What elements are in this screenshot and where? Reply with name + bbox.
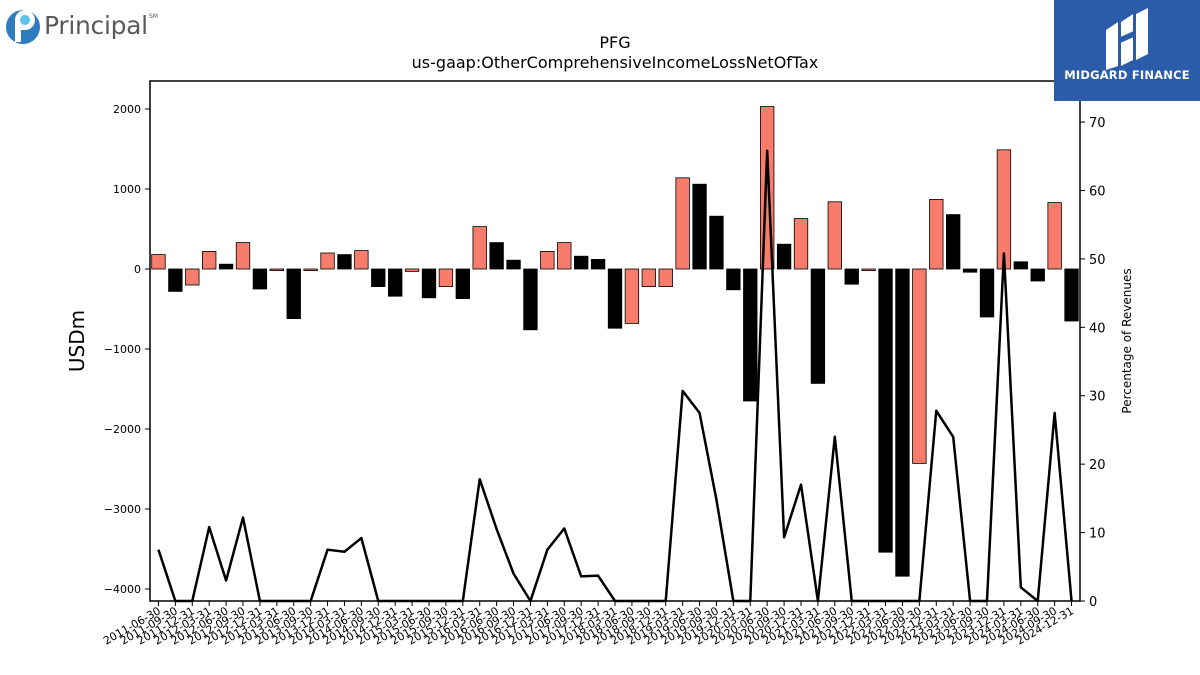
y2-tick-label: 70 — [1089, 116, 1106, 131]
y2-axis-label: Percentage of Revenues — [1120, 268, 1134, 413]
bar — [726, 268, 741, 291]
y-tick-label: 2000 — [113, 103, 141, 116]
bar — [793, 218, 809, 270]
bar — [218, 263, 234, 270]
midgard-wordmark: MIDGARD FINANCE — [1064, 68, 1190, 82]
bar — [472, 226, 487, 270]
bar — [675, 177, 690, 270]
bar — [286, 268, 301, 319]
bar — [1047, 202, 1062, 270]
y2-tick-label: 50 — [1089, 253, 1106, 268]
y-axis-label: USDm — [65, 310, 89, 372]
plot-frame — [149, 80, 1081, 602]
principal-logo: Principal SM — [6, 5, 166, 47]
bar — [641, 268, 656, 288]
y-tick-label: −1000 — [104, 343, 141, 356]
y-tick-label: 0 — [134, 263, 141, 276]
bar — [895, 268, 910, 577]
y-tick-label: −3000 — [104, 503, 141, 516]
bar — [1030, 268, 1045, 282]
bar — [523, 268, 538, 331]
bar — [185, 268, 200, 286]
bar — [607, 268, 623, 329]
bar — [337, 254, 352, 270]
bar — [202, 250, 217, 270]
chart-title: PFG — [599, 33, 630, 52]
bar — [438, 268, 454, 288]
bar — [320, 252, 335, 270]
bar — [404, 268, 420, 272]
y-tick-label: 1000 — [113, 183, 141, 196]
y2-tick-label: 30 — [1089, 390, 1106, 405]
bar — [1013, 261, 1028, 270]
y2-tick-label: 20 — [1089, 458, 1106, 473]
bar — [996, 149, 1012, 270]
midgard-finance-logo: MIDGARD FINANCE — [1054, 0, 1200, 101]
bar — [371, 268, 386, 288]
principal-mark-icon — [6, 10, 40, 44]
bar — [946, 214, 961, 270]
bar — [489, 242, 504, 270]
bar — [388, 268, 403, 297]
bar — [810, 268, 826, 384]
x-axis: 2011-06-302011-09-302011-12-312012-03-31… — [101, 601, 1076, 648]
bar — [235, 242, 251, 270]
bar — [574, 255, 589, 270]
bar — [878, 268, 893, 553]
midgard-glyph-icon — [1106, 8, 1148, 70]
y-tick-label: −4000 — [104, 583, 141, 596]
bar — [303, 268, 318, 272]
y-axis: −4000 −3000 −2000 −1000 0 1000 2000 — [104, 103, 150, 596]
bar — [624, 268, 640, 324]
bar — [861, 268, 876, 272]
y2-axis: 0 10 20 30 40 50 60 70 — [1080, 116, 1106, 610]
bar — [151, 254, 166, 270]
bar — [1064, 268, 1079, 322]
chart-subtitle: us-gaap:OtherComprehensiveIncomeLossNetO… — [412, 53, 819, 72]
bar — [912, 268, 927, 464]
y2-tick-label: 0 — [1089, 595, 1097, 610]
bar — [540, 250, 555, 270]
bar — [168, 268, 183, 292]
bar — [827, 201, 842, 270]
bar — [590, 258, 606, 270]
bar — [557, 242, 572, 270]
bar — [844, 268, 859, 285]
bar — [269, 268, 284, 272]
bar — [455, 268, 470, 300]
bar — [252, 268, 268, 290]
bar — [962, 268, 978, 273]
bar-series — [151, 106, 1079, 577]
bar — [421, 268, 437, 299]
bar — [709, 215, 724, 270]
bar — [776, 243, 792, 270]
y2-tick-label: 60 — [1089, 184, 1106, 199]
y-tick-label: −2000 — [104, 423, 141, 436]
y2-tick-label: 10 — [1089, 527, 1106, 542]
bar — [506, 259, 521, 270]
bar — [692, 183, 707, 270]
bar — [743, 268, 758, 402]
bar — [929, 198, 944, 270]
y2-tick-label: 40 — [1089, 321, 1106, 336]
bar — [658, 268, 673, 288]
principal-wordmark: Principal — [44, 11, 148, 40]
principal-service-mark: SM — [149, 13, 158, 20]
bar — [354, 250, 369, 270]
bar — [979, 268, 995, 318]
